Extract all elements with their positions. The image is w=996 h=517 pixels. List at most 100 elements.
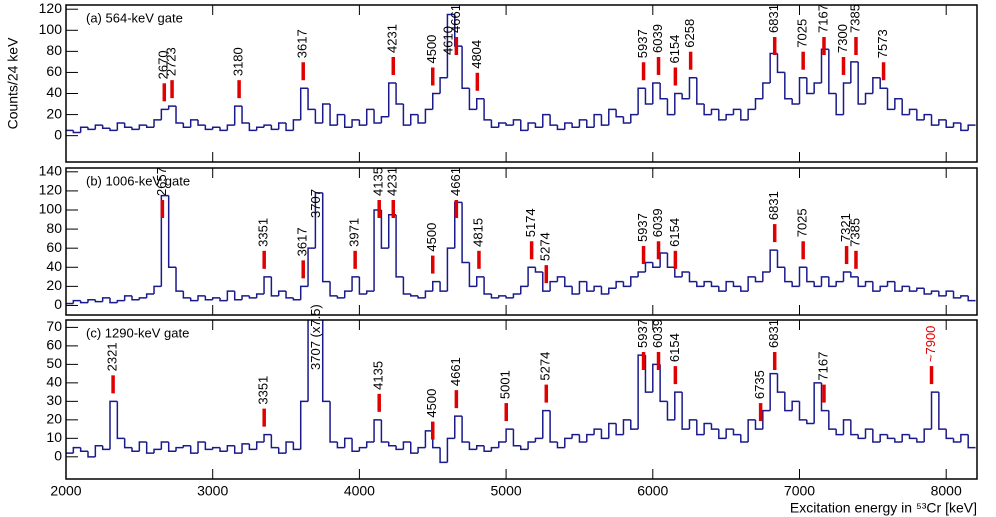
- x-tick-label: 3000: [197, 483, 228, 499]
- histogram-bin: [123, 295, 133, 301]
- histogram-bin: [248, 123, 257, 132]
- histogram-bin: [842, 271, 851, 282]
- histogram-bin: [189, 297, 199, 302]
- histogram-bin: [468, 262, 477, 288]
- histogram-bin: [505, 123, 514, 126]
- peak-label: 5274: [538, 232, 553, 261]
- histogram-bin: [564, 276, 573, 288]
- histogram-bin: [116, 401, 125, 440]
- histogram-bin: [747, 108, 756, 120]
- histogram-bin: [131, 127, 140, 131]
- histogram-bin: [747, 419, 756, 443]
- histogram-bin: [270, 276, 279, 297]
- histogram-bin: [542, 409, 551, 439]
- histogram-bin: [424, 430, 433, 448]
- panel-title: (c) 1290-keV gate: [86, 325, 189, 340]
- histogram-bin: [343, 114, 353, 128]
- peak-label: 5937: [635, 29, 650, 58]
- histogram-bin: [527, 122, 536, 131]
- histogram-bin: [578, 119, 587, 128]
- histogram-bin: [644, 261, 653, 273]
- histogram-bin: [864, 92, 873, 105]
- histogram-bin: [358, 446, 367, 452]
- histogram-bin: [79, 447, 89, 453]
- histogram-bin: [659, 364, 668, 403]
- histogram-bin: [476, 276, 485, 287]
- histogram-bin: [321, 320, 331, 403]
- histogram-bin: [754, 419, 763, 430]
- histogram-bin: [505, 428, 514, 443]
- histogram-bin: [578, 434, 587, 443]
- histogram-bin: [769, 52, 778, 83]
- y-tick-label: 80: [46, 220, 62, 236]
- histogram-bin: [857, 276, 866, 288]
- histogram-bin: [167, 195, 177, 269]
- histogram-bin: [688, 272, 697, 283]
- histogram-bin: [277, 447, 287, 454]
- histogram-bin: [556, 276, 565, 282]
- histogram-bin: [387, 214, 397, 249]
- histogram-bin: [211, 297, 221, 300]
- peak-label: 3180: [231, 47, 246, 76]
- peak-label: 6039: [650, 24, 665, 53]
- histogram-bin: [600, 114, 609, 126]
- histogram-bin: [329, 281, 338, 297]
- histogram-bin: [644, 355, 653, 393]
- histogram-bin: [145, 125, 155, 128]
- histogram-bin: [255, 293, 265, 298]
- histogram-bin: [952, 122, 961, 128]
- histogram-bin: [732, 108, 741, 115]
- histogram-bin: [542, 272, 551, 292]
- histogram-bin: [710, 423, 719, 430]
- histogram-bin: [395, 214, 404, 278]
- histogram-bin: [197, 119, 206, 126]
- histogram-bin: [189, 445, 199, 454]
- y-tick-label: 40: [46, 84, 62, 100]
- histogram-bin: [233, 445, 243, 454]
- x-tick-label: 5000: [491, 483, 522, 499]
- histogram-bin: [938, 392, 947, 430]
- y-axis-label: Counts/24 keV: [5, 37, 21, 129]
- peak-label: 4804: [469, 40, 484, 69]
- histogram-bin: [960, 123, 969, 132]
- peak-label: 2321: [105, 342, 120, 371]
- peak-label: 4815: [470, 218, 485, 247]
- histogram-bin: [292, 119, 301, 131]
- histogram-bin: [365, 290, 375, 294]
- x-axis-label: Excitation energy in ⁵³Cr [keV]: [790, 500, 977, 516]
- y-tick-label: 20: [46, 105, 62, 121]
- histogram-bin: [116, 122, 125, 131]
- peak-label: 6154: [667, 218, 682, 247]
- histogram-bin: [248, 443, 257, 451]
- histogram-bin: [138, 441, 147, 452]
- histogram-bin: [131, 295, 140, 301]
- histogram-bin: [820, 48, 829, 83]
- histogram-bin: [285, 123, 294, 132]
- histogram-bin: [520, 119, 529, 132]
- histogram-bin: [945, 290, 954, 296]
- histogram-bin: [299, 87, 309, 120]
- histogram-bin: [336, 442, 345, 449]
- histogram-bin: [740, 109, 749, 121]
- y-tick-label: 0: [54, 126, 62, 142]
- panel-title: (b) 1006-keV gate: [86, 173, 190, 188]
- histogram-bin: [204, 295, 213, 301]
- histogram-bin: [483, 445, 492, 453]
- histogram-bin: [608, 287, 617, 294]
- histogram-bin: [850, 419, 859, 436]
- histogram-bin: [248, 295, 257, 299]
- histogram-bin: [520, 445, 529, 451]
- histogram-bin: [424, 108, 433, 124]
- histogram-bin: [564, 437, 573, 448]
- peak-label: 6039: [650, 208, 665, 237]
- plot-area: [66, 13, 976, 134]
- histogram-bin: [417, 295, 426, 299]
- histogram-bin: [101, 297, 111, 302]
- histogram-bin: [549, 280, 558, 292]
- histogram-bin: [615, 109, 624, 118]
- histogram-bin: [534, 267, 543, 273]
- x-tick-label: 6000: [637, 483, 668, 499]
- peak-label: 5937: [635, 319, 650, 348]
- plot-frame: [65, 167, 978, 316]
